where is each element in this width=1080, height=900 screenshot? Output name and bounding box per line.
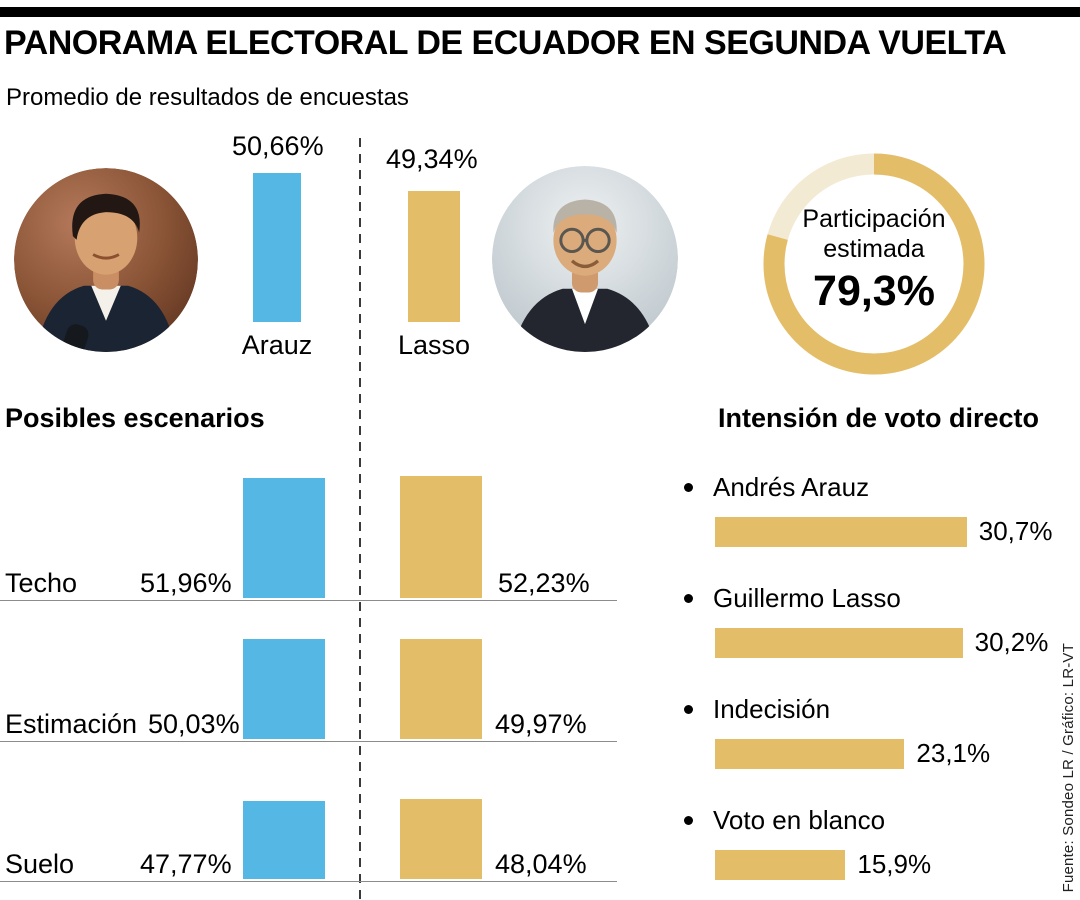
participation-text: Participación estimada 79,3% xyxy=(772,205,976,316)
scenario-arauz-value-techo: 51,96% xyxy=(140,568,232,598)
divider-dashed-line xyxy=(359,138,361,900)
intention-bar xyxy=(715,627,963,658)
arauz-portrait-illustration xyxy=(14,168,198,352)
intention-bar-row: 23,1% xyxy=(715,738,1080,769)
intention-heading: Intensión de voto directo xyxy=(718,403,1040,433)
intention-bar xyxy=(715,516,967,547)
intention-item-lasso: Guillermo Lasso 30,2% xyxy=(684,583,1080,658)
scenario-baseline-techo xyxy=(0,600,617,601)
bullet-icon xyxy=(684,482,693,492)
scenario-label-techo: Techo xyxy=(5,568,78,598)
bullet-icon xyxy=(684,593,693,603)
participation-donut xyxy=(763,153,985,375)
intention-item-arauz: Andrés Arauz 30,7% xyxy=(684,472,1080,547)
intention-label-row: Guillermo Lasso xyxy=(684,583,1080,613)
source-credit: Fuente: Sondeo LR / Gráfico: LR-VT xyxy=(1060,642,1077,892)
arauz-photo xyxy=(14,168,198,352)
lasso-top-bar xyxy=(408,191,460,322)
intention-bar xyxy=(715,738,905,769)
scenario-lasso-bar-techo xyxy=(400,475,482,598)
intention-item-indecision: Indecisión 23,1% xyxy=(684,694,1080,769)
bullet-icon xyxy=(684,704,693,714)
top-black-bar xyxy=(0,7,1080,17)
intention-value: 23,1% xyxy=(916,738,991,768)
lasso-portrait-illustration xyxy=(492,166,678,352)
intention-label-row: Voto en blanco xyxy=(684,805,1080,835)
lasso-name-label: Lasso xyxy=(397,330,471,360)
intention-label-row: Andrés Arauz xyxy=(684,472,1080,502)
arauz-top-bar xyxy=(253,172,301,322)
arauz-top-value: 50,66% xyxy=(232,131,324,161)
scenario-arauz-value-suelo: 47,77% xyxy=(140,849,232,879)
scenario-label-suelo: Suelo xyxy=(5,849,75,879)
scenario-arauz-bar-techo xyxy=(243,478,325,598)
intention-value: 15,9% xyxy=(857,849,932,879)
intention-label-row: Indecisión xyxy=(684,694,1080,724)
intention-value: 30,2% xyxy=(974,627,1049,657)
intention-bar-row: 30,7% xyxy=(715,516,1080,547)
scenario-lasso-value-estimacion: 49,97% xyxy=(495,709,587,739)
participation-label: Participación estimada xyxy=(802,205,946,263)
subtitle: Promedio de resultados de encuestas xyxy=(6,84,409,111)
donut-value-arc xyxy=(763,153,985,375)
arauz-name-label: Arauz xyxy=(241,330,313,360)
intention-item-blanco: Voto en blanco 15,9% xyxy=(684,805,1080,880)
intention-bar xyxy=(715,849,846,880)
intention-label: Indecisión xyxy=(713,694,831,724)
intention-label: Guillermo Lasso xyxy=(713,583,901,613)
scenario-arauz-bar-suelo xyxy=(243,801,325,879)
scenario-lasso-value-techo: 52,23% xyxy=(498,568,590,598)
scenario-lasso-bar-suelo xyxy=(400,798,482,879)
intention-label: Andrés Arauz xyxy=(713,472,870,502)
intention-label: Voto en blanco xyxy=(713,805,886,835)
scenario-arauz-bar-estimacion xyxy=(243,638,325,739)
intention-value: 30,7% xyxy=(978,516,1053,546)
scenario-baseline-suelo xyxy=(0,881,617,882)
bullet-icon xyxy=(684,815,693,825)
scenario-lasso-value-suelo: 48,04% xyxy=(495,849,587,879)
lasso-top-value: 49,34% xyxy=(386,144,478,174)
scenario-baseline-estimacion xyxy=(0,741,617,742)
intention-bar-row: 15,9% xyxy=(715,849,1080,880)
scenarios-heading: Posibles escenarios xyxy=(5,403,265,433)
page-title: PANORAMA ELECTORAL DE ECUADOR EN SEGUNDA… xyxy=(4,24,1007,62)
lasso-photo xyxy=(492,166,678,352)
intention-bar-row: 30,2% xyxy=(715,627,1080,658)
scenario-arauz-value-estimacion: 50,03% xyxy=(148,709,240,739)
participation-value: 79,3% xyxy=(813,267,935,315)
scenario-lasso-bar-estimacion xyxy=(400,639,482,739)
scenario-label-estimacion: Estimación xyxy=(5,709,138,739)
